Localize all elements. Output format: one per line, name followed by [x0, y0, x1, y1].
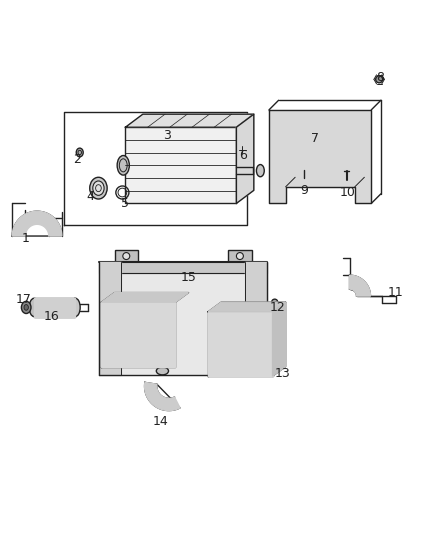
Ellipse shape [109, 367, 120, 375]
Text: 5: 5 [121, 197, 129, 210]
Polygon shape [99, 262, 121, 375]
Polygon shape [102, 293, 188, 302]
Ellipse shape [290, 125, 304, 142]
Bar [125, 127, 237, 204]
Ellipse shape [156, 367, 169, 375]
Ellipse shape [338, 172, 348, 183]
Polygon shape [269, 110, 371, 204]
Polygon shape [12, 211, 62, 236]
Text: 9: 9 [300, 184, 308, 197]
Ellipse shape [252, 356, 260, 364]
Bar [228, 250, 252, 262]
Polygon shape [237, 114, 254, 204]
Polygon shape [102, 302, 176, 367]
Text: 12: 12 [270, 301, 286, 314]
Ellipse shape [29, 298, 39, 317]
Ellipse shape [256, 165, 264, 177]
Bar [115, 250, 138, 262]
Bar [34, 298, 75, 317]
Ellipse shape [237, 253, 244, 260]
Polygon shape [272, 302, 286, 376]
Ellipse shape [76, 148, 83, 157]
Text: 16: 16 [43, 310, 59, 323]
Polygon shape [125, 114, 254, 127]
Ellipse shape [239, 147, 246, 154]
Polygon shape [99, 262, 267, 375]
Text: 11: 11 [387, 286, 403, 299]
Ellipse shape [376, 76, 383, 83]
Ellipse shape [93, 181, 104, 195]
Ellipse shape [336, 125, 350, 142]
Ellipse shape [253, 274, 259, 281]
Ellipse shape [301, 178, 307, 185]
Text: 6: 6 [239, 149, 247, 162]
Text: 4: 4 [87, 190, 95, 204]
Ellipse shape [71, 298, 80, 317]
Ellipse shape [107, 274, 114, 281]
Text: 14: 14 [152, 415, 168, 427]
Ellipse shape [117, 156, 129, 175]
Polygon shape [145, 382, 180, 410]
Polygon shape [245, 262, 267, 375]
Text: 17: 17 [16, 293, 32, 305]
Ellipse shape [293, 172, 302, 183]
Ellipse shape [272, 299, 278, 305]
Polygon shape [34, 298, 75, 317]
Text: 8: 8 [376, 71, 384, 84]
Ellipse shape [243, 348, 252, 360]
Ellipse shape [106, 356, 114, 364]
Text: 10: 10 [339, 186, 355, 199]
Ellipse shape [123, 253, 130, 260]
Polygon shape [208, 302, 286, 312]
Ellipse shape [21, 301, 31, 313]
Text: 3: 3 [163, 130, 171, 142]
Text: 13: 13 [274, 367, 290, 379]
Text: 15: 15 [180, 271, 197, 284]
Text: 2: 2 [74, 154, 81, 166]
Text: 1: 1 [21, 232, 29, 245]
Ellipse shape [90, 177, 107, 199]
Ellipse shape [216, 348, 226, 360]
Polygon shape [350, 275, 371, 296]
Polygon shape [99, 262, 267, 273]
Polygon shape [208, 312, 272, 376]
Ellipse shape [24, 304, 28, 310]
Text: 7: 7 [311, 132, 319, 144]
